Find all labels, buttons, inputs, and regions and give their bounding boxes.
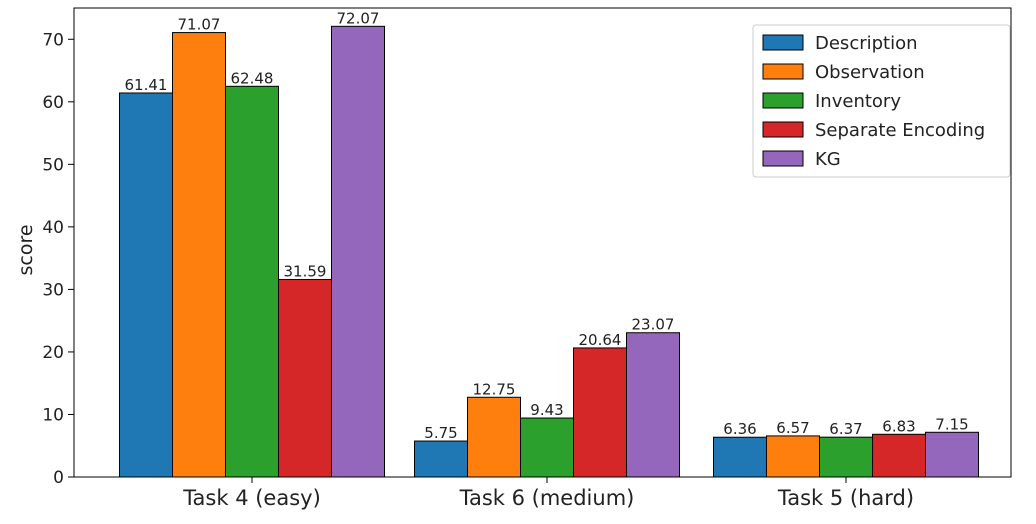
data-label: 5.75 bbox=[424, 424, 457, 442]
legend: Description Observation Inventory Separate … bbox=[752, 24, 1011, 178]
data-label: 6.83 bbox=[882, 417, 915, 435]
data-label: 6.36 bbox=[723, 420, 756, 438]
y-tick-label: 30 bbox=[42, 280, 64, 300]
data-label: 71.07 bbox=[178, 16, 221, 34]
y-tick-label: 10 bbox=[42, 405, 64, 425]
legend-label: KG bbox=[815, 149, 841, 170]
data-label: 61.41 bbox=[125, 76, 168, 94]
bar-inventory-2 bbox=[520, 417, 574, 478]
data-label: 7.15 bbox=[935, 415, 968, 433]
data-label: 31.59 bbox=[284, 262, 327, 280]
x-tick-label: Task 4 (easy) bbox=[182, 486, 321, 510]
legend-label: Description bbox=[815, 33, 918, 54]
legend-swatch bbox=[762, 63, 804, 80]
bar-observation-2 bbox=[467, 396, 521, 478]
bar-description-1 bbox=[119, 92, 173, 478]
bar-kg-3 bbox=[925, 431, 979, 478]
y-tick-label: 20 bbox=[42, 343, 64, 363]
legend-swatch bbox=[762, 121, 804, 138]
axes-layer: 0 10 20 30 40 50 60 70 Task 4 (easy) Task 6 (medi… bbox=[42, 7, 1012, 510]
y-tick-label: 70 bbox=[42, 30, 64, 50]
bar-observation-3 bbox=[766, 435, 820, 478]
bar-separate-encoding-2 bbox=[573, 347, 627, 478]
y-axis-label: score bbox=[15, 224, 37, 275]
y-tick-label: 50 bbox=[42, 155, 64, 175]
bar-inventory-1 bbox=[225, 85, 279, 478]
bar-description-3 bbox=[713, 436, 767, 478]
bar-observation-1 bbox=[172, 32, 226, 478]
value-labels-layer: 61.41 5.75 6.36 71.07 12.75 6.57 62.48 9.43 6.37… bbox=[125, 9, 969, 442]
plot-frame bbox=[73, 7, 1012, 478]
data-label: 72.07 bbox=[337, 9, 380, 27]
legend-swatch bbox=[762, 34, 804, 51]
bar-separate-encoding-1 bbox=[278, 278, 332, 478]
data-label: 6.57 bbox=[776, 419, 809, 437]
data-label: 9.43 bbox=[530, 401, 563, 419]
bars-layer bbox=[119, 25, 979, 478]
bar-kg-2 bbox=[626, 332, 680, 478]
bar-inventory-3 bbox=[819, 436, 873, 478]
legend-box bbox=[752, 24, 1011, 178]
legend-label: Observation bbox=[815, 62, 925, 83]
bar-description-2 bbox=[414, 440, 468, 478]
data-label: 20.64 bbox=[579, 331, 622, 349]
legend-swatch bbox=[762, 92, 804, 109]
bar-separate-encoding-3 bbox=[872, 433, 926, 478]
y-tick-label: 40 bbox=[42, 218, 64, 238]
legend-swatch bbox=[762, 150, 804, 167]
data-label: 12.75 bbox=[473, 380, 516, 398]
legend-label: Inventory bbox=[815, 91, 901, 112]
data-label: 23.07 bbox=[632, 316, 675, 334]
bar-kg-1 bbox=[331, 25, 385, 478]
data-label: 62.48 bbox=[231, 69, 274, 87]
y-tick-label: 60 bbox=[42, 93, 64, 113]
y-tick-label: 0 bbox=[53, 468, 64, 488]
data-label: 6.37 bbox=[829, 420, 862, 438]
x-tick-label: Task 6 (medium) bbox=[459, 486, 635, 510]
legend-label: Separate Encoding bbox=[815, 120, 985, 141]
x-tick-label: Task 5 (hard) bbox=[777, 486, 914, 510]
